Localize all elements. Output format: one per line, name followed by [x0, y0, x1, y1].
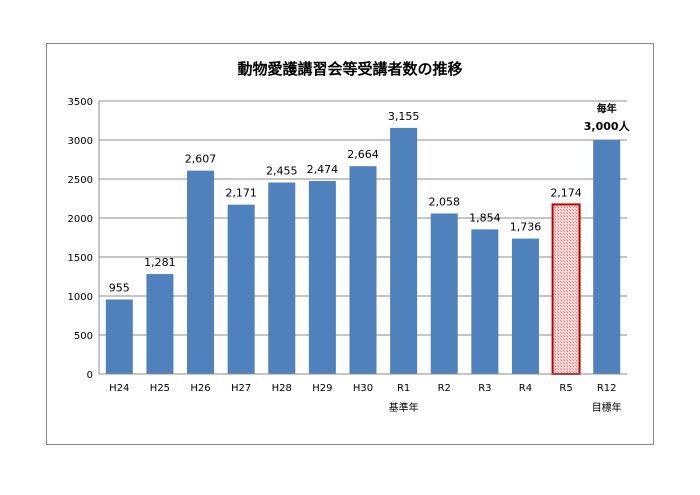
y-tick-label: 0 [87, 370, 93, 381]
x-tick-label: R12 [597, 383, 617, 394]
bar-highlight [551, 203, 581, 375]
y-tick-label: 2000 [68, 214, 93, 225]
bar [268, 182, 296, 374]
bar [187, 170, 215, 374]
data-label: 2,607 [185, 153, 217, 166]
data-labels: 955 1,281 2,607 2,171 2,455 2,474 2,664 3,155 2,… [109, 102, 631, 295]
x-tick-label: H27 [231, 383, 251, 394]
data-label: 2,058 [428, 195, 460, 208]
data-label: 1,281 [144, 256, 176, 269]
y-tick-label: 500 [74, 331, 93, 342]
y-tick-label: 2500 [68, 175, 93, 186]
data-label: 2,174 [550, 186, 582, 199]
y-tick-label: 1500 [68, 253, 93, 264]
x-tick-label: H28 [272, 383, 292, 394]
data-label: 毎年 [597, 102, 617, 115]
category-note: 目標年 [592, 401, 622, 414]
bar [430, 213, 458, 374]
bar [593, 140, 621, 374]
y-tick-label: 3000 [68, 136, 93, 147]
data-label: 955 [109, 282, 130, 295]
bar [105, 299, 133, 374]
bar [390, 127, 418, 374]
data-label: 1,854 [469, 211, 501, 224]
x-tick-label: R2 [438, 383, 451, 394]
bars [105, 127, 621, 375]
bar [227, 204, 255, 374]
bar [511, 238, 539, 374]
data-label: 2,171 [225, 187, 257, 200]
bar [146, 274, 174, 374]
data-label: 3,155 [388, 110, 420, 123]
data-label: 2,455 [266, 165, 298, 178]
x-tick-label: H29 [312, 383, 332, 394]
x-tick-label: R4 [519, 383, 532, 394]
x-tick-label: R1 [397, 383, 410, 394]
y-tick-label: 3500 [68, 97, 93, 108]
bar [349, 166, 377, 374]
bar [308, 181, 336, 374]
y-tick-label: 1000 [68, 292, 93, 303]
x-tick-label: H25 [150, 383, 170, 394]
x-tick-label: H26 [190, 383, 210, 394]
data-label: 3,000人 [584, 119, 631, 133]
x-tick-label: H30 [353, 383, 373, 394]
bar [471, 229, 499, 374]
data-label: 2,474 [307, 163, 339, 176]
data-label: 2,664 [347, 148, 379, 161]
category-note: 基準年 [389, 401, 419, 414]
x-tick-label: R3 [478, 383, 491, 394]
x-tick-label: H24 [109, 383, 129, 394]
x-tick-label: R5 [559, 383, 572, 394]
data-label: 1,736 [510, 221, 542, 234]
chart-title: 動物愛護講習会等受講者数の推移 [237, 60, 463, 78]
axes: 0 500 1000 1500 2000 2500 3000 3500 H24 H25 H26 H27… [68, 97, 627, 414]
